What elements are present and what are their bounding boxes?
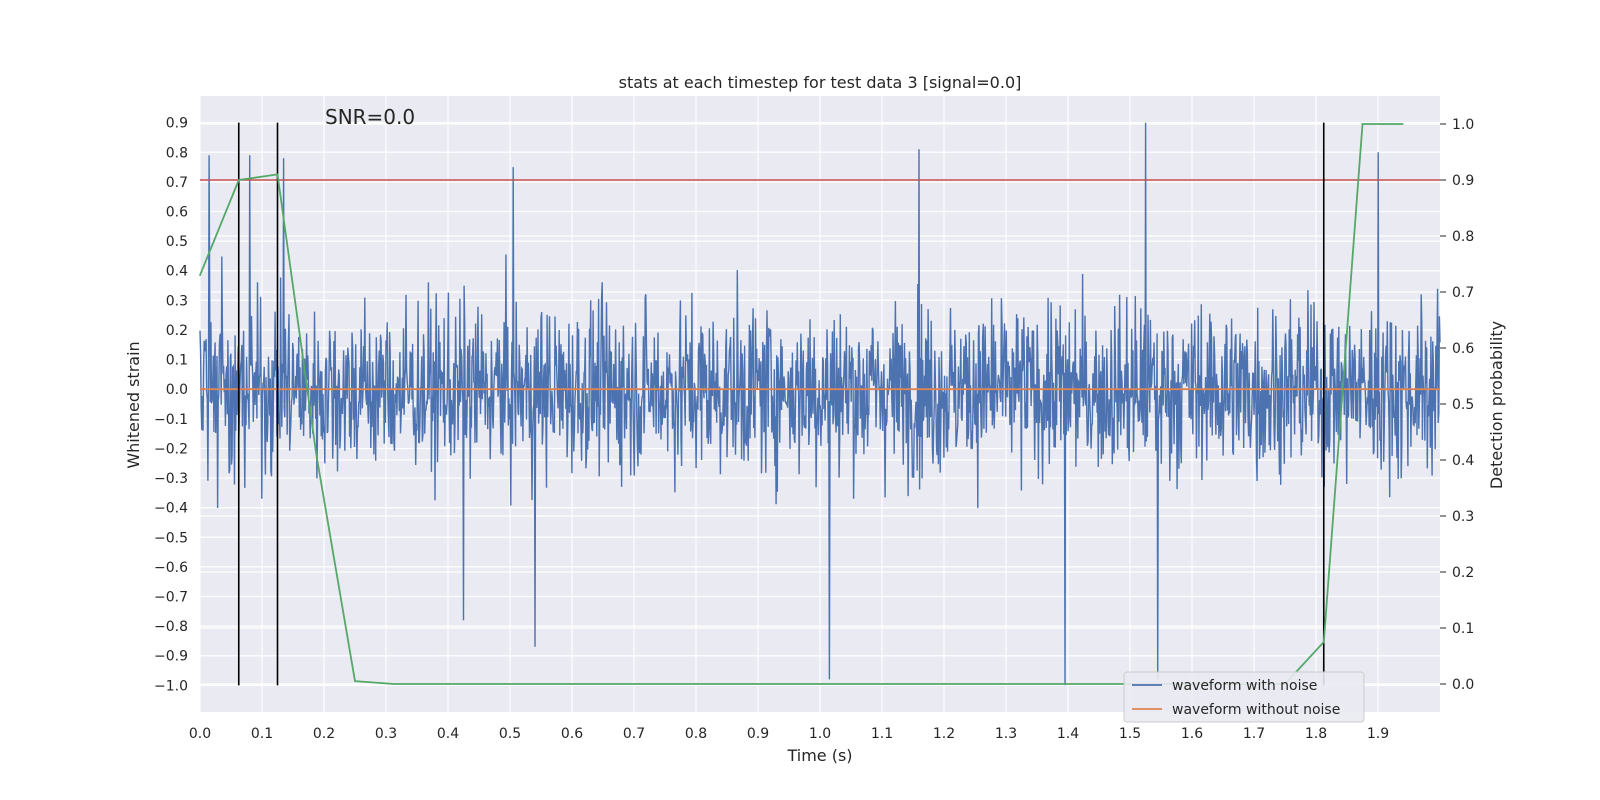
legend: waveform with noise waveform without noi…: [1123, 671, 1365, 723]
x-tick-label: 1.6: [1181, 726, 1203, 742]
x-tick-label: 1.0: [809, 726, 831, 742]
y2-tick-label: 0.6: [1452, 341, 1474, 357]
y-tick-label: −0.8: [154, 619, 188, 635]
x-tick-label: 1.5: [1119, 726, 1141, 742]
y-tick-label: −0.5: [154, 530, 188, 546]
y-tick-label: 0.1: [166, 353, 188, 369]
x-tick-label: 0.1: [251, 726, 273, 742]
probability-point: [1361, 123, 1364, 125]
x-tick-label: 0.9: [747, 726, 769, 742]
y-tick-label: −1.0: [154, 678, 188, 694]
y2-tick-label: 1.0: [1452, 117, 1474, 133]
y-tick-label: −0.1: [154, 412, 188, 428]
y-tick-label: 0.0: [166, 382, 188, 398]
x-axis-title: Time (s): [786, 746, 852, 765]
tick-labels: 0.0 0.1 0.2 0.3 0.4 0.5 0.6 0.7 0.8 0.9 1.0 1.1 1.2 1…: [154, 116, 1474, 742]
data-layer: [199, 122, 1441, 686]
probability-point: [354, 680, 356, 682]
snr-annotation: SNR=0.0: [325, 105, 415, 129]
y2-tick-label: 0.8: [1452, 229, 1474, 245]
x-tick-label: 0.6: [561, 726, 583, 742]
y-tick-label: −0.2: [154, 441, 188, 457]
probability-point: [315, 453, 318, 456]
y-tick-label: 0.7: [166, 175, 188, 191]
x-tick-label: 1.4: [1057, 726, 1079, 742]
y-tick-label: 0.9: [166, 116, 188, 132]
probability-point: [276, 173, 279, 176]
probability-point: [238, 179, 240, 181]
x-tick-label: 0.5: [499, 726, 521, 742]
y2-axis-title: Detection probability: [1487, 321, 1506, 489]
series-waveform-with-noise: [199, 122, 1441, 686]
x-tick-label: 1.7: [1243, 726, 1265, 742]
x-tick-label: 1.9: [1367, 726, 1389, 742]
x-tick-label: 0.7: [623, 726, 645, 742]
y2-tick-label: 0.3: [1452, 509, 1474, 525]
y-tick-label: 0.6: [166, 205, 188, 221]
series-detection-probability: [199, 123, 1403, 685]
y2-tick-label: 0.2: [1452, 565, 1474, 581]
y2-tick-label: 0.5: [1452, 397, 1474, 413]
x-tick-label: 0.8: [685, 726, 707, 742]
x-tick-label: 0.0: [189, 726, 211, 742]
y-axis-title: Whitened strain: [124, 341, 143, 468]
y-tick-label: 0.5: [166, 234, 188, 250]
y-tick-label: 0.2: [166, 323, 188, 339]
y2-tick-label: 0.9: [1452, 173, 1474, 189]
legend-box: [1123, 671, 1365, 723]
x-tick-label: 0.4: [437, 726, 459, 742]
y2-tick-label: 0.7: [1452, 285, 1474, 301]
y-tick-label: −0.3: [154, 471, 188, 487]
x-tick-label: 1.1: [871, 726, 893, 742]
x-tick-label: 0.3: [375, 726, 397, 742]
y2-tick-label: 0.4: [1452, 453, 1474, 469]
legend-label-noise: waveform with noise: [1172, 678, 1317, 694]
y2-tick-label: 0.1: [1452, 621, 1474, 637]
probability-point: [1402, 123, 1404, 125]
y-tick-label: −0.6: [154, 560, 188, 576]
y-tick-label: 0.4: [166, 264, 188, 280]
probability-point: [1323, 641, 1325, 643]
y-tick-label: −0.4: [154, 501, 188, 517]
y-tick-label: −0.7: [154, 590, 188, 606]
probability-point: [199, 274, 201, 277]
x-tick-label: 1.8: [1305, 726, 1327, 742]
y-tick-label: 0.3: [166, 293, 188, 309]
grid: [199, 96, 1440, 712]
x-tick-label: 1.2: [933, 726, 955, 742]
x-tick-label: 1.3: [995, 726, 1017, 742]
probability-point: [393, 683, 395, 685]
x-tick-label: 0.2: [313, 726, 335, 742]
chart-title: stats at each timestep for test data 3 […: [619, 73, 1022, 92]
y-tick-label: −0.9: [154, 649, 188, 665]
y2-tick-label: 0.0: [1452, 677, 1474, 693]
legend-label-clean: waveform without noise: [1172, 702, 1340, 718]
y-tick-label: 0.8: [166, 145, 188, 161]
